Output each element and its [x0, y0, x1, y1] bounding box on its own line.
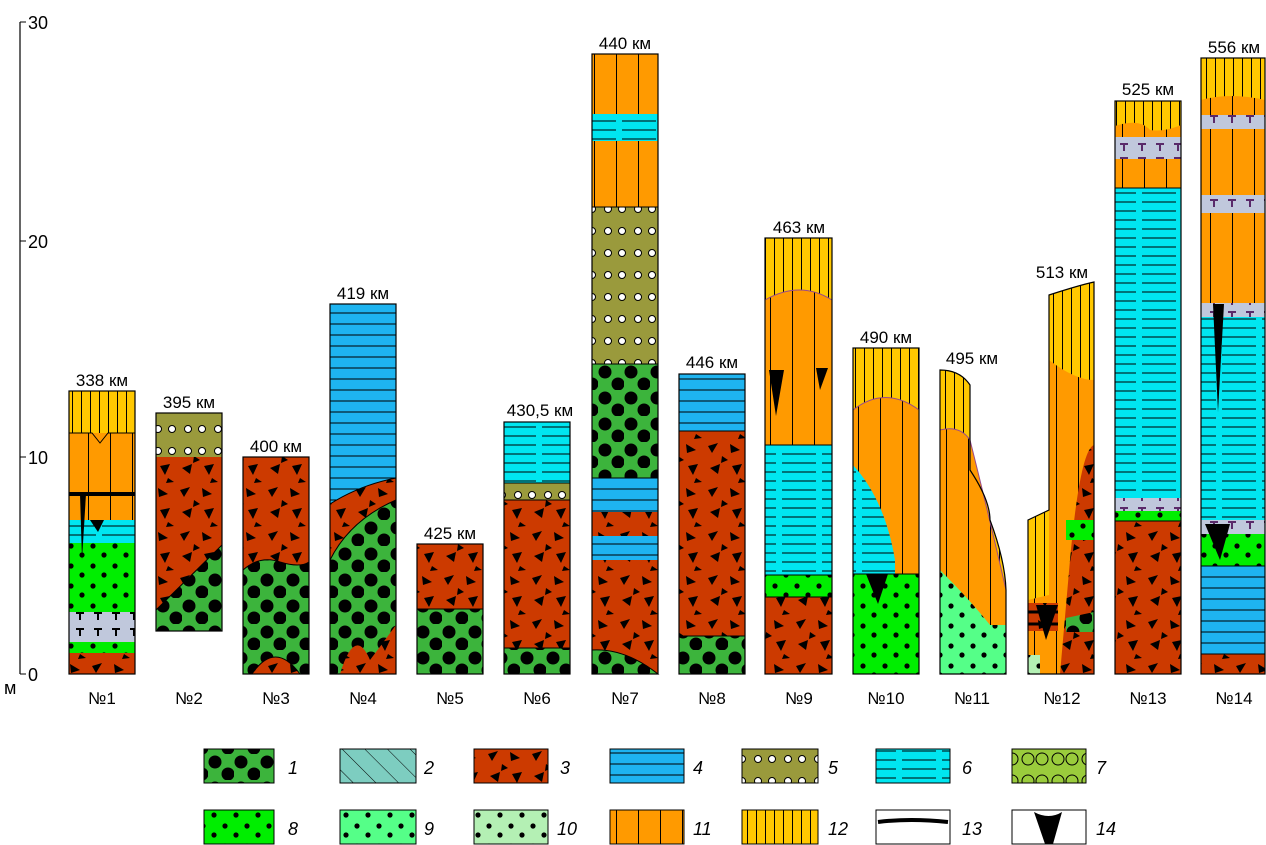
column-7: 440 км №7 — [591, 34, 660, 708]
column-4-distance: 419 км — [337, 284, 389, 303]
column-11-number: №11 — [954, 689, 990, 708]
legend-label-9: 9 — [424, 819, 434, 839]
tick-0: 0 — [28, 665, 38, 685]
legend-swatch-2 — [339, 748, 417, 784]
legend-swatch-3 — [473, 748, 549, 784]
column-2-number: №2 — [175, 689, 203, 708]
legend-label-11: 11 — [693, 819, 712, 839]
column-13-distance: 525 км — [1122, 80, 1174, 99]
column-12: 513 км №12 — [1027, 263, 1095, 708]
column-4-number: №4 — [349, 689, 377, 708]
tick-30: 30 — [28, 13, 48, 33]
column-1-distance: 338 км — [76, 371, 128, 390]
column-14: 556 км №14 — [1200, 38, 1266, 708]
column-12-distance: 513 км — [1036, 263, 1088, 282]
depth-axis: 30 20 10 0 м — [4, 13, 48, 698]
tick-20: 20 — [28, 232, 48, 252]
column-11: 495 км №11 — [939, 349, 1007, 708]
column-3-distance: 400 км — [250, 437, 302, 456]
column-9-distance: 463 км — [773, 218, 825, 237]
column-14-distance: 556 км — [1208, 38, 1260, 57]
legend-swatch-8 — [203, 809, 275, 845]
column-6-number: №6 — [523, 689, 551, 708]
legend-label-14: 14 — [1096, 819, 1116, 839]
column-4: 419 км №4 — [329, 284, 397, 708]
legend-swatch-9 — [339, 809, 417, 845]
legend-label-12: 12 — [828, 819, 848, 839]
legend-swatch-4 — [609, 748, 685, 784]
axis-unit: м — [4, 678, 16, 698]
legend-swatch-5 — [741, 748, 819, 784]
legend-label-8: 8 — [288, 819, 298, 839]
legend-swatch-10 — [473, 809, 549, 845]
column-13: 525 км №13 — [1114, 80, 1182, 708]
legend-label-13: 13 — [962, 819, 982, 839]
column-10-number: №10 — [867, 689, 904, 708]
column-1-number: №1 — [88, 689, 116, 708]
column-13-number: №13 — [1129, 689, 1166, 708]
legend-swatch-13 — [875, 809, 951, 845]
column-5: 425 км №5 — [416, 524, 484, 708]
legend-swatch-1 — [203, 748, 275, 784]
column-8-number: №8 — [698, 689, 726, 708]
legend-label-2: 2 — [423, 758, 434, 778]
tick-10: 10 — [28, 448, 48, 468]
column-9-number: №9 — [785, 689, 813, 708]
column-6-distance: 430,5 км — [507, 401, 573, 420]
column-9: 463 км №9 — [764, 218, 833, 708]
column-3-number: №3 — [262, 689, 290, 708]
column-7-number: №7 — [611, 689, 639, 708]
column-2-distance: 395 км — [163, 393, 215, 412]
column-11-distance: 495 км — [946, 349, 998, 368]
legend-swatch-12 — [741, 809, 819, 845]
column-5-number: №5 — [436, 689, 464, 708]
column-2: 395 км №2 — [155, 393, 223, 708]
column-3: 400 км №3 — [242, 437, 310, 708]
legend-label-4: 4 — [693, 758, 703, 778]
column-8-distance: 446 км — [686, 353, 738, 372]
legend-swatch-11 — [609, 809, 685, 845]
column-10: 490 км №10 — [852, 328, 920, 708]
legend-label-3: 3 — [560, 758, 570, 778]
column-10-distance: 490 км — [860, 328, 912, 347]
legend: 1 2 3 4 5 6 7 8 9 10 11 12 13 14 — [203, 748, 1116, 845]
column-5-distance: 425 км — [424, 524, 476, 543]
legend-label-10: 10 — [557, 819, 577, 839]
legend-label-7: 7 — [1096, 758, 1107, 778]
legend-swatch-7 — [1011, 748, 1087, 784]
column-8: 446 км №8 — [678, 353, 746, 708]
legend-label-5: 5 — [828, 758, 839, 778]
legend-swatch-6 — [875, 748, 951, 784]
column-7-distance: 440 км — [599, 34, 651, 53]
legend-label-1: 1 — [288, 758, 298, 778]
column-14-number: №14 — [1215, 689, 1252, 708]
column-6: 430,5 км №6 — [503, 401, 573, 708]
legend-label-6: 6 — [962, 758, 973, 778]
column-1: 338 км №1 — [68, 371, 136, 708]
column-12-number: №12 — [1043, 689, 1080, 708]
